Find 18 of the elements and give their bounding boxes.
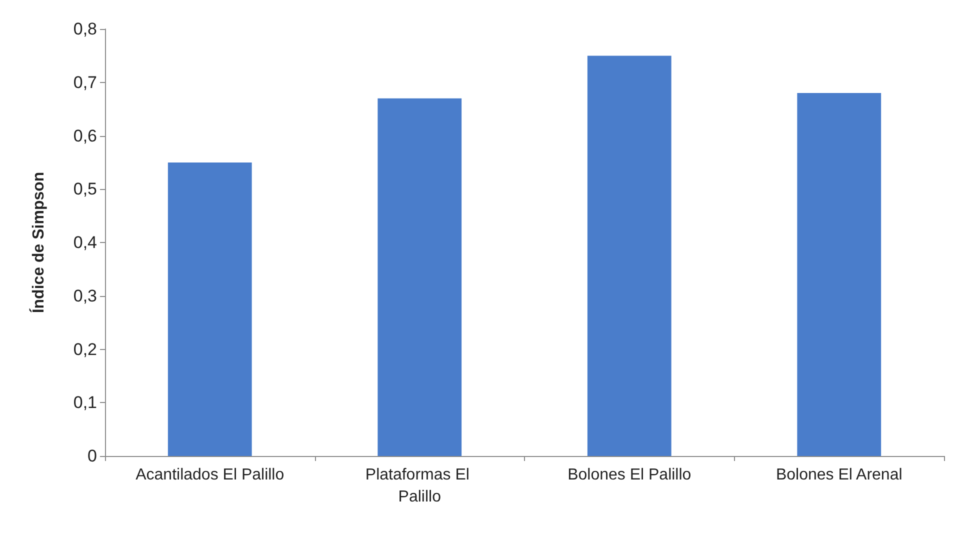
- bar: [168, 162, 252, 456]
- y-tick-label: 0,4: [73, 233, 97, 252]
- bar: [587, 56, 672, 456]
- x-tick-label: Acantilados El Palillo: [136, 466, 284, 484]
- y-tick-label: 0,6: [73, 126, 97, 146]
- y-tick-label: 0: [88, 446, 97, 466]
- y-tick-label: 0,5: [73, 180, 97, 199]
- x-tick-label: Bolones El Arenal: [776, 466, 902, 484]
- y-tick-label: 0,3: [73, 286, 97, 306]
- y-tick-label: 0,8: [73, 20, 97, 38]
- x-tick-label: Bolones El Palillo: [568, 466, 692, 484]
- y-tick-label: 0,2: [73, 340, 97, 359]
- y-tick-label: 0,7: [73, 72, 97, 92]
- x-tick-label: Plataformas El Palillo: [365, 466, 474, 506]
- bar: [378, 98, 462, 456]
- y-tick-label: 0,1: [73, 393, 97, 412]
- bar: [797, 93, 882, 456]
- y-axis-title: Índice de Simpson: [28, 172, 48, 314]
